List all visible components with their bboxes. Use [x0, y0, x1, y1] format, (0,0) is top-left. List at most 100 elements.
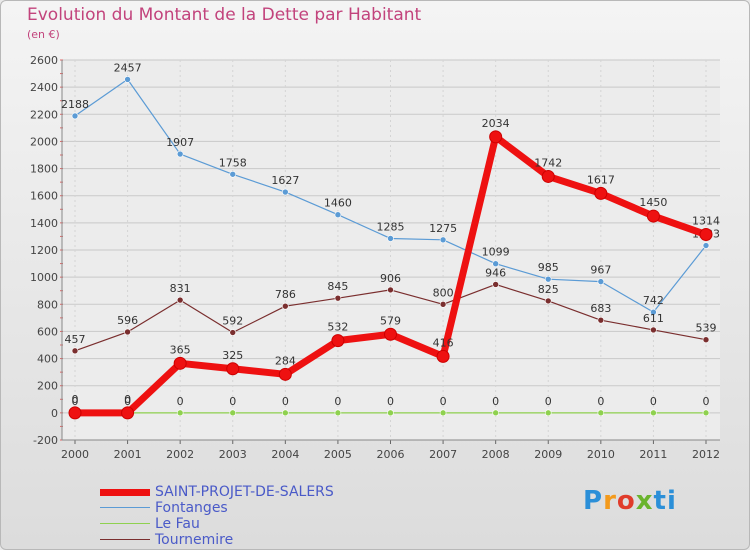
data-point — [278, 367, 292, 381]
data-label: 1627 — [271, 174, 299, 187]
x-tick-label: 2008 — [482, 448, 510, 461]
data-label: 325 — [222, 349, 243, 362]
data-point — [387, 235, 394, 242]
legend-label: Fontanges — [155, 500, 228, 516]
data-point — [492, 260, 499, 268]
data-point — [71, 112, 79, 120]
data-label: 579 — [380, 314, 401, 327]
data-label: 365 — [170, 343, 191, 356]
y-tick-label: 1600 — [30, 190, 58, 203]
data-label: 0 — [545, 395, 552, 408]
data-point — [387, 286, 394, 294]
data-point — [121, 406, 135, 420]
data-point — [282, 188, 289, 196]
y-tick-label: -200 — [33, 434, 58, 447]
data-label: 1314 — [692, 215, 720, 228]
data-label: 457 — [65, 333, 86, 346]
data-label: 611 — [643, 312, 664, 325]
data-label: 2457 — [114, 61, 142, 74]
legend-swatch — [100, 507, 150, 508]
data-label: 0 — [124, 393, 131, 406]
data-point — [544, 275, 552, 283]
data-label: 284 — [275, 354, 296, 367]
data-point — [68, 406, 82, 420]
data-point — [436, 349, 450, 363]
data-point — [594, 186, 608, 200]
data-label: 742 — [643, 294, 664, 307]
x-tick-label: 2006 — [377, 448, 405, 461]
data-label: 539 — [696, 322, 717, 335]
data-point — [173, 356, 187, 370]
data-label: 1907 — [166, 136, 194, 149]
data-point — [646, 209, 660, 223]
y-tick-label: 600 — [37, 325, 58, 338]
x-tick-label: 2002 — [166, 448, 194, 461]
data-point — [384, 327, 397, 341]
data-label: 0 — [282, 395, 289, 408]
data-label: 1460 — [324, 197, 352, 210]
data-label: 845 — [327, 280, 348, 293]
data-label: 1758 — [219, 156, 247, 169]
proxiti-logo: Proxti — [583, 486, 677, 516]
data-point — [229, 329, 237, 336]
data-point — [229, 170, 237, 178]
data-label: 596 — [117, 314, 138, 327]
data-point — [699, 228, 713, 242]
data-label: 831 — [170, 282, 191, 295]
data-label: 967 — [590, 264, 611, 277]
data-point — [439, 409, 447, 417]
x-tick-label: 2012 — [692, 448, 720, 461]
data-label: 0 — [440, 395, 447, 408]
data-label: 0 — [72, 395, 79, 408]
data-point — [439, 300, 447, 308]
y-tick-label: 1400 — [30, 217, 58, 230]
data-label: 416 — [433, 336, 454, 349]
data-point — [702, 242, 710, 249]
data-point — [492, 281, 499, 288]
data-label: 985 — [538, 261, 559, 274]
y-tick-label: 2200 — [30, 108, 58, 121]
y-tick-label: 200 — [37, 380, 58, 393]
legend-swatch — [100, 489, 150, 496]
x-tick-label: 2010 — [587, 448, 615, 461]
data-label: 0 — [492, 395, 499, 408]
data-label: 906 — [380, 272, 401, 285]
data-label: 1450 — [639, 196, 667, 209]
data-label: 683 — [590, 302, 611, 315]
data-point — [331, 334, 345, 348]
data-label: 786 — [275, 288, 296, 301]
data-point — [282, 302, 289, 310]
x-tick-label: 2011 — [639, 448, 667, 461]
data-label: 0 — [229, 395, 236, 408]
chart-subtitle: (en €) — [27, 28, 60, 41]
legend-swatch — [100, 539, 150, 540]
data-point — [71, 347, 79, 355]
data-label: 2034 — [482, 117, 510, 130]
data-point — [597, 316, 605, 324]
y-tick-label: 1200 — [30, 244, 58, 257]
data-label: 1742 — [534, 156, 562, 169]
y-tick-label: 800 — [37, 298, 58, 311]
data-point — [541, 169, 555, 183]
data-point — [544, 297, 552, 305]
data-point — [176, 296, 184, 304]
data-point — [334, 211, 342, 219]
data-point — [439, 236, 447, 244]
data-label: 0 — [703, 395, 710, 408]
data-label: 1617 — [587, 173, 615, 186]
y-tick-label: 2400 — [30, 81, 58, 94]
x-tick-label: 2009 — [534, 448, 562, 461]
data-point — [650, 308, 657, 316]
x-tick-label: 2001 — [114, 448, 142, 461]
data-label: 0 — [597, 395, 604, 408]
x-tick-label: 2007 — [429, 448, 457, 461]
data-label: 532 — [327, 321, 348, 334]
legend-label: SAINT-PROJET-DE-SALERS — [155, 484, 334, 500]
chart-title: Evolution du Montant de la Dette par Hab… — [27, 5, 422, 25]
data-point — [489, 130, 503, 144]
data-point — [702, 336, 710, 344]
data-label: 946 — [485, 266, 506, 279]
y-tick-label: 400 — [37, 353, 58, 366]
x-tick-label: 2003 — [219, 448, 247, 461]
